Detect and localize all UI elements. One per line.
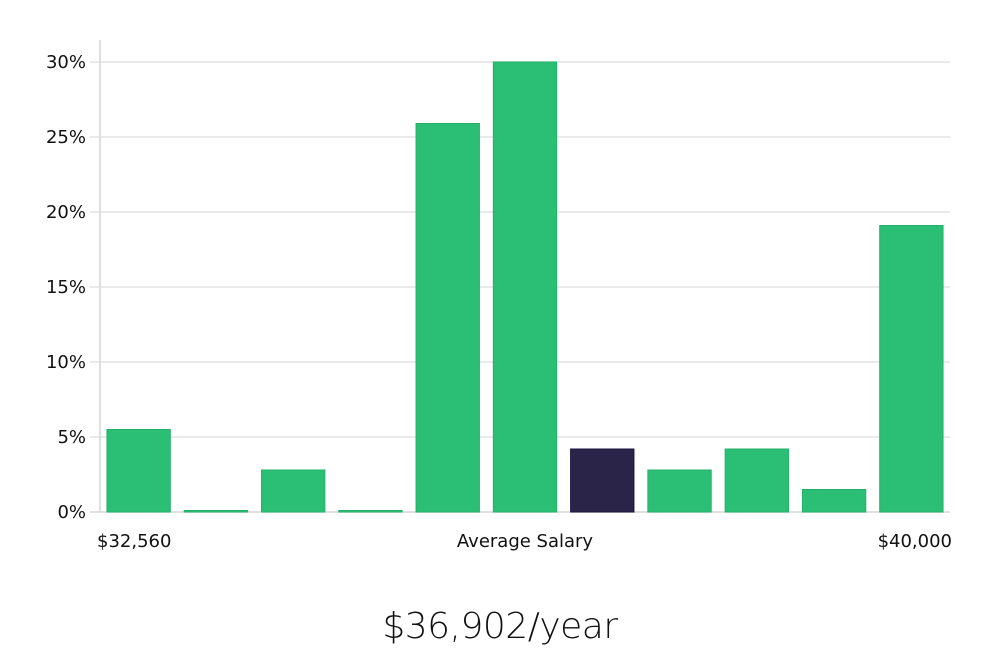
y-tick-label: 15% [46,277,86,298]
y-tick-label: 0% [57,502,86,523]
bar [415,123,480,513]
y-tick-label: 20% [46,202,86,223]
y-tick-label: 30% [46,52,86,73]
y-tick-label: 10% [46,352,86,373]
bar [183,510,249,513]
bar [879,225,944,513]
y-axis-tick-labels: 0% 5% 10% 15% 20% 25% 30% [46,52,86,523]
x-axis-min-label: $32,560 [97,531,171,552]
bars [106,61,944,513]
salary-histogram-chart: 0% 5% 10% 15% 20% 25% 30% $32,560 Average Sala… [46,40,952,552]
bar [492,61,558,513]
y-tick-label: 25% [46,127,86,148]
y-tick-label: 5% [57,427,86,448]
bar [647,469,712,513]
average-salary-summary: $36,902/year [382,606,618,647]
bar [338,510,403,513]
x-axis-title: Average Salary [457,531,594,552]
bar [801,489,867,513]
bar [724,448,789,513]
bar [106,429,171,513]
bar [261,469,326,513]
bar-highlighted [570,448,635,513]
x-axis-max-label: $40,000 [878,531,952,552]
